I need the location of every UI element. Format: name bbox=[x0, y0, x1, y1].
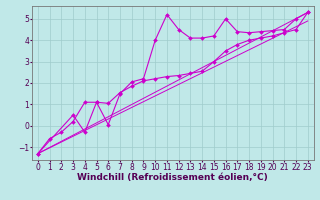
X-axis label: Windchill (Refroidissement éolien,°C): Windchill (Refroidissement éolien,°C) bbox=[77, 173, 268, 182]
